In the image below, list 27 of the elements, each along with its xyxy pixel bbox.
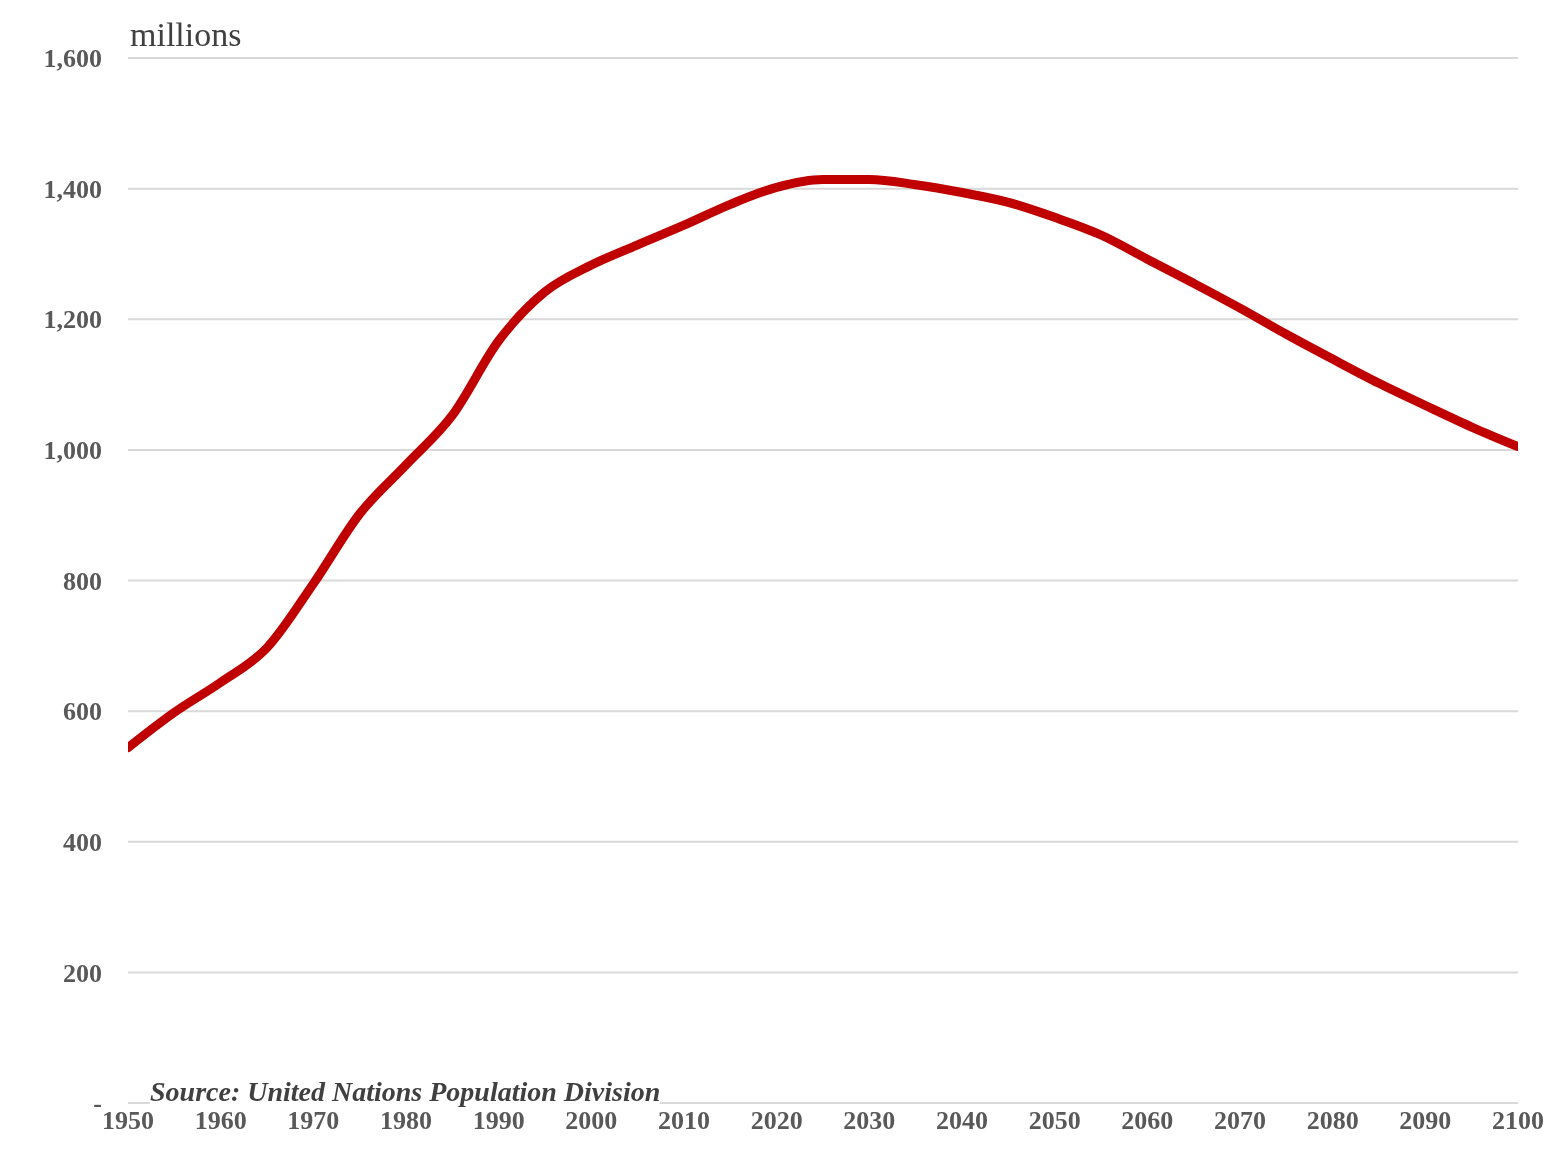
y-tick-label: -	[93, 1089, 102, 1119]
x-tick-label: 2020	[750, 1106, 803, 1136]
y-tick-label: 800	[63, 566, 102, 596]
x-tick-label: 1970	[287, 1106, 340, 1136]
y-tick-label: 1,200	[43, 305, 102, 335]
y-tick-label: 1,400	[43, 174, 102, 204]
y-tick-label: 600	[63, 697, 102, 727]
x-tick-label: 2010	[658, 1106, 710, 1136]
x-tick-label: 1980	[380, 1106, 432, 1136]
x-tick-label: 2030	[843, 1106, 896, 1136]
x-tick-label: 1960	[194, 1106, 247, 1136]
x-tick-label: 2090	[1399, 1106, 1452, 1136]
y-axis-title: millions	[130, 16, 242, 54]
x-tick-label: 2050	[1028, 1106, 1081, 1136]
x-tick-label: 2060	[1121, 1106, 1174, 1136]
annotation: Source: United Nations Population Division	[150, 1076, 661, 1108]
x-tick-label: 1990	[472, 1106, 525, 1136]
y-tick-label: 1,000	[43, 436, 102, 466]
y-tick-label: 400	[63, 827, 102, 857]
x-tick-label: 2070	[1214, 1106, 1266, 1136]
x-tick-label: 1950	[102, 1106, 154, 1136]
y-tick-label: 200	[63, 958, 102, 988]
x-tick-label: 2080	[1306, 1106, 1359, 1136]
x-tick-label: 2000	[565, 1106, 618, 1136]
y-tick-label: 1,600	[43, 44, 102, 74]
x-tick-label: 2100	[1492, 1106, 1544, 1136]
x-tick-label: 2040	[936, 1106, 988, 1136]
